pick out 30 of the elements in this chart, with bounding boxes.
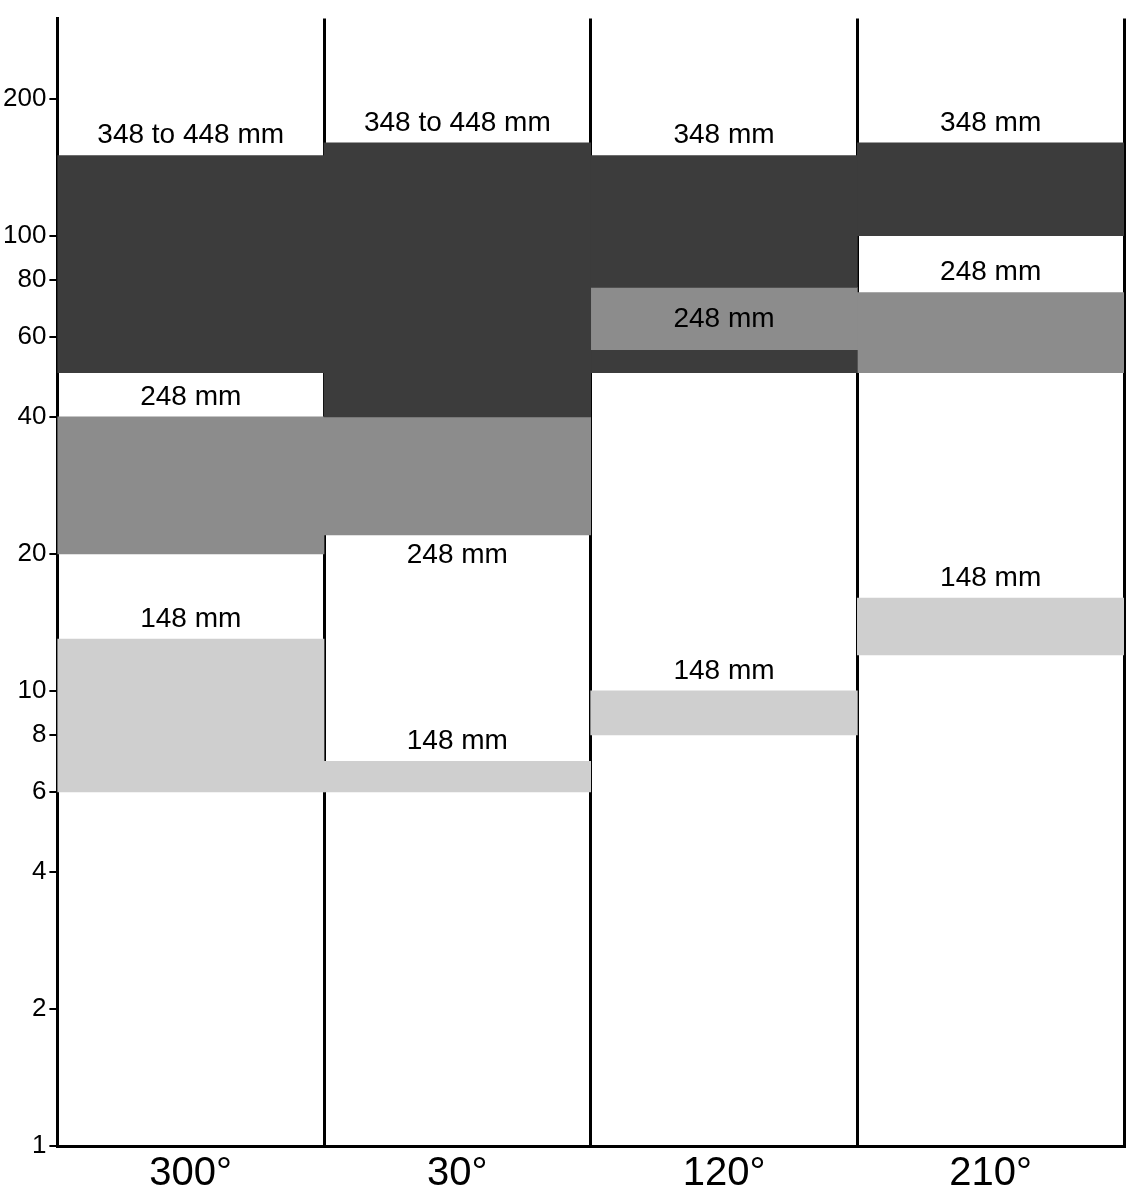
bar (857, 597, 1124, 656)
x-tick-label: 300° (149, 1149, 233, 1194)
x-tick-label: 120° (682, 1149, 766, 1194)
annotation: 148 mm (140, 601, 242, 633)
y-tick-label: 80 (17, 263, 47, 294)
y-tick-label: 40 (17, 400, 47, 431)
y-tick-label: 8 (31, 718, 47, 749)
y-tick-label: 200 (2, 81, 47, 112)
annotation: 248 mm (940, 255, 1042, 287)
annotation: 348 to 448 mm (97, 118, 285, 150)
y-tick-label: 100 (2, 218, 47, 249)
annotation: 248 mm (406, 537, 508, 569)
annotation: 248 mm (673, 301, 775, 333)
annotation: 148 mm (673, 653, 775, 685)
bar (590, 690, 858, 736)
annotation: 348 mm (673, 118, 775, 150)
y-tick-label: 20 (17, 537, 47, 568)
x-tick-label: 210° (949, 1149, 1033, 1194)
y-tick-label: 60 (17, 319, 47, 350)
annotation: 348 mm (940, 105, 1042, 137)
annotation: 148 mm (406, 724, 508, 756)
annotation: 148 mm (940, 560, 1042, 592)
y-tick-label: 1 (31, 1129, 47, 1160)
x-tick-label: 30° (427, 1149, 488, 1194)
y-tick-label: 10 (17, 674, 47, 705)
annotation: 348 to 448 mm (363, 105, 551, 137)
y-tick-label: 2 (31, 992, 47, 1023)
annotation: 248 mm (140, 379, 242, 411)
y-tick-label: 4 (31, 855, 47, 886)
y-tick-label: 6 (31, 775, 47, 806)
